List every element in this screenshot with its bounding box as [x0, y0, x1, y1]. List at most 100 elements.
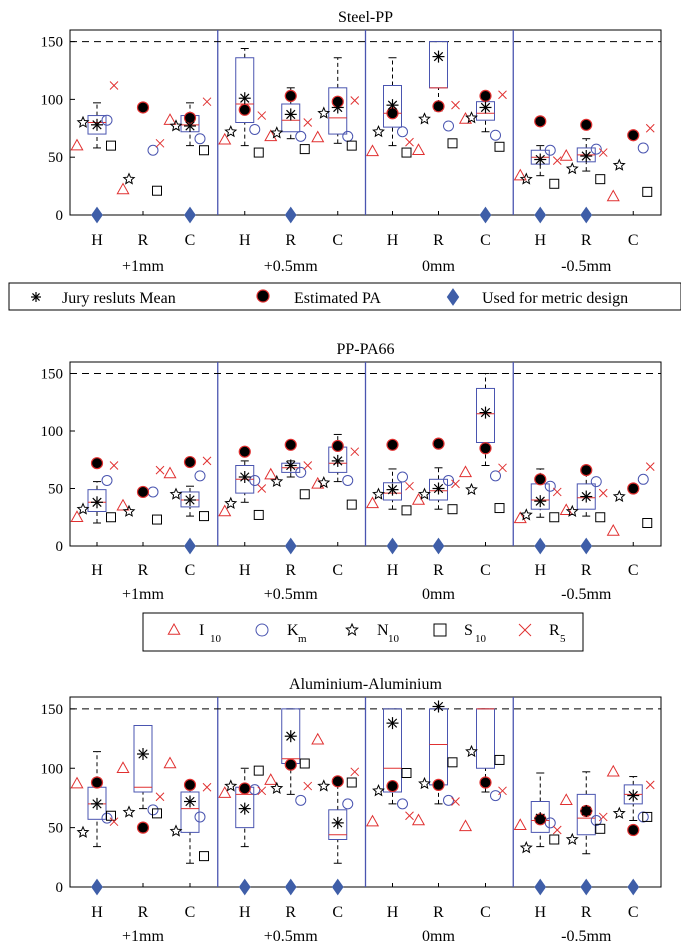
marker-jury-mean-ray: [433, 483, 444, 494]
marker-r5: [155, 465, 165, 475]
marker-r5: [498, 90, 507, 100]
data-group: [606, 764, 655, 896]
marker-jury-mean: [184, 119, 196, 132]
marker-jury-mean: [331, 101, 344, 114]
marker-r5: [202, 782, 212, 792]
marker-r5: [109, 81, 119, 90]
marker-r5: [645, 780, 655, 790]
marker-i10: [458, 465, 473, 478]
marker-km: [249, 784, 261, 796]
legend-N-subscript: 10: [388, 633, 400, 645]
marker-n10: [465, 111, 478, 124]
marker-km: [490, 470, 501, 482]
y-tick-label: 100: [41, 92, 64, 108]
box: [429, 708, 448, 786]
marker-r5-b: [451, 479, 460, 489]
marker-jury-mean: [91, 118, 103, 131]
marker-r5: [598, 148, 608, 157]
data-group: [559, 771, 608, 896]
marker-r5-b: [155, 465, 165, 475]
marker-r5-b: [451, 100, 460, 110]
marker-s10: [494, 503, 505, 514]
x-tick-label: C: [480, 904, 491, 921]
y-tick-label: 50: [48, 821, 63, 837]
x-tick-label: C: [480, 232, 491, 249]
marker-s10: [401, 505, 412, 516]
marker-n10: [76, 115, 90, 128]
marker-n10: [612, 489, 626, 503]
marker-jury-mean: [386, 717, 399, 730]
marker-s10: [199, 511, 209, 522]
marker-km: [544, 817, 556, 829]
legend-K-label: K: [287, 622, 299, 639]
marker-km: [194, 133, 206, 145]
legend-K-subscript: m: [298, 633, 307, 645]
marker-jury-mean: [331, 454, 344, 467]
marker-km: [397, 798, 408, 810]
marker-r5-b: [257, 786, 267, 796]
data-group: [458, 89, 507, 224]
marker-r5: [405, 811, 414, 821]
offset-label: +0.5mm: [264, 928, 318, 945]
data-group: [311, 57, 360, 151]
marker-km: [637, 142, 649, 154]
marker-n10: [519, 508, 533, 521]
marker-i10: [559, 149, 573, 161]
legend-S-label: S: [464, 622, 473, 639]
marker-s10: [106, 140, 116, 151]
legend-used-marker: [446, 288, 460, 306]
marker-jury-mean-ray: [333, 102, 343, 113]
box: [530, 801, 550, 833]
marker-r5-b: [451, 797, 460, 806]
data-group: [411, 41, 460, 155]
marker-r5-b: [202, 97, 212, 107]
marker-s10: [642, 811, 653, 822]
marker-i10: [116, 761, 130, 773]
marker-jury-mean-ray: [185, 495, 195, 505]
legend-K-marker: [255, 623, 269, 637]
marker-r5: [451, 479, 460, 489]
marker-r5: [202, 97, 212, 107]
y-tick-label: 0: [56, 208, 64, 224]
marker-km: [490, 790, 501, 802]
marker-used-for-metric: [479, 206, 492, 224]
marker-jury-mean: [284, 730, 297, 743]
legend-R-marker: [518, 623, 532, 637]
marker-jury-mean: [184, 795, 196, 808]
marker-jury-mean-ray: [535, 813, 545, 823]
data-group: [365, 57, 414, 158]
marker-km: [637, 473, 649, 485]
marker-n10: [418, 776, 431, 790]
marker-n10: [372, 487, 385, 500]
marker-i10: [70, 510, 84, 522]
marker-r5: [303, 118, 313, 127]
marker-s10: [401, 147, 412, 158]
marker-i10: [311, 732, 325, 745]
marker-used-for-metric: [91, 206, 103, 224]
x-tick-label: R: [285, 904, 296, 921]
marker-n10: [519, 172, 533, 185]
marker-jury-mean: [284, 108, 297, 121]
marker-r5-b: [498, 463, 507, 473]
marker-jury-mean-ray: [240, 93, 250, 103]
marker-s10: [152, 808, 162, 819]
marker-r5-b: [645, 462, 655, 472]
marker-r5-b: [645, 780, 655, 790]
data-group: [458, 708, 507, 832]
data-group: [264, 708, 313, 896]
marker-jury-mean: [184, 494, 196, 506]
data-group: [264, 87, 313, 224]
marker-jury-mean-ray: [480, 407, 491, 418]
marker-s10: [401, 768, 412, 778]
box: [133, 725, 153, 793]
marker-r5-b: [598, 812, 608, 822]
marker-r5: [645, 123, 655, 133]
marker-s10: [106, 512, 116, 523]
marker-i10: [163, 466, 177, 479]
marker-jury-mean-ray: [333, 456, 343, 466]
marker-km: [249, 474, 261, 486]
marker-r5: [405, 481, 414, 491]
marker-s10: [253, 147, 264, 158]
marker-s10: [595, 823, 606, 834]
marker-i10: [606, 189, 620, 202]
